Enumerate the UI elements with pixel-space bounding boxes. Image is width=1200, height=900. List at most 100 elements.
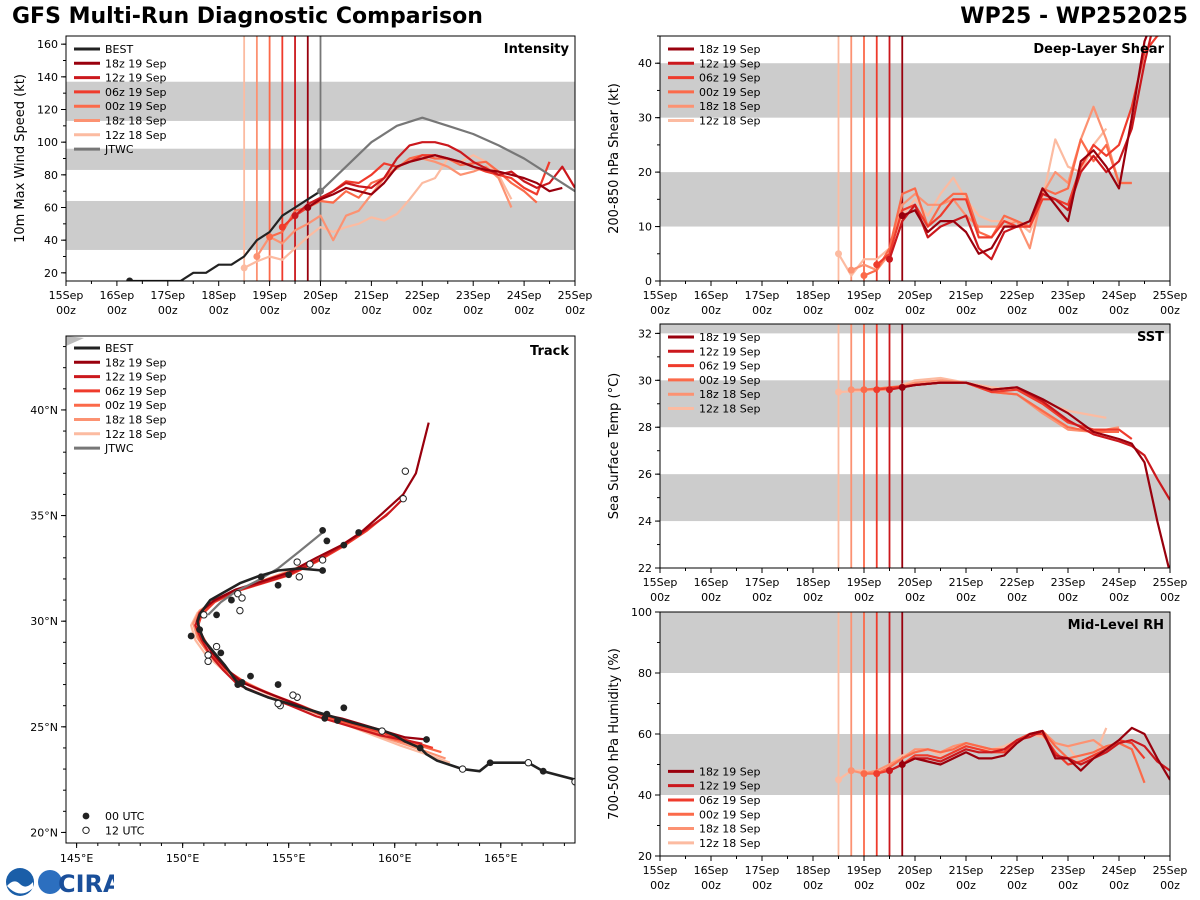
x-tick-label: 00z: [803, 304, 823, 317]
legend-label: 12z 18 Sep: [699, 403, 761, 416]
series-line-00z-19-sep: [863, 138, 1132, 277]
y-tick-label: 60: [44, 202, 58, 215]
x-tick-label: 00z: [956, 304, 976, 317]
shaded-band: [660, 324, 1170, 334]
legend-label: 12z 19 Sep: [105, 72, 167, 85]
track-point-12utc: [212, 642, 221, 651]
legend-label: 18z 18 Sep: [105, 414, 167, 427]
shaded-band: [660, 474, 1170, 522]
init-point-18z-18-sep: [847, 266, 855, 274]
x-tick-label: 00z: [701, 591, 721, 604]
series-line-18z-19-sep: [901, 726, 1170, 781]
track-point-12utc: [306, 560, 314, 568]
track-point-12utc: [458, 765, 467, 773]
series-line-jtwc: [319, 116, 575, 193]
x-tick-label: 24Sep: [1102, 289, 1137, 302]
x-tick-label: 21Sep: [949, 289, 984, 302]
x-tick-label: 00z: [956, 591, 976, 604]
cira-logo: CIRA: [6, 868, 114, 898]
panel-title: Mid-Level RH: [1068, 618, 1164, 633]
x-tick-label: 16Sep: [694, 864, 729, 877]
legend-label: 18z 19 Sep: [105, 57, 167, 70]
track-point-12utc: [399, 494, 407, 503]
x-tick-label: 16Sep: [694, 289, 729, 302]
track-point-12utc: [234, 590, 242, 598]
x-tick-label: 00z: [1007, 304, 1027, 317]
plot-area: [660, 612, 1170, 856]
legend-label: 12z 18 Sep: [699, 837, 761, 850]
legend-label: 12z 19 Sep: [699, 345, 761, 358]
y-axis-label: 10m Max Wind Speed (kt): [13, 74, 28, 243]
x-tick-label: 00z: [56, 304, 76, 317]
init-point-18z-19-sep: [898, 383, 906, 391]
init-point-12z-18-sep: [240, 264, 248, 272]
y-tick-label: 24: [638, 515, 652, 528]
x-tick-label: 00z: [412, 304, 432, 317]
legend-label: 12z 18 Sep: [105, 428, 167, 441]
track-point-00utc: [228, 596, 235, 604]
init-point-jtwc: [317, 187, 324, 195]
track-point-00utc: [319, 526, 327, 534]
x-tick-label: 00z: [1160, 591, 1180, 604]
x-tick-label: 16Sep: [694, 576, 729, 589]
x-tick-label: 00z: [1058, 304, 1078, 317]
x-tick-label: 22Sep: [405, 289, 440, 302]
init-point-12z-19-sep: [886, 386, 893, 394]
series-line-18z-19-sep: [307, 154, 563, 209]
track-point-00utc: [234, 681, 242, 688]
y-tick-label: 26: [638, 468, 652, 481]
init-point-18z-19-sep: [304, 204, 312, 211]
x-tick-label: 23Sep: [1051, 576, 1086, 589]
track-point-00utc: [486, 759, 494, 767]
panel-title: SST: [1137, 330, 1164, 345]
x-tick-label: 00z: [565, 304, 585, 317]
legend-label: 18z 19 Sep: [105, 356, 167, 369]
y-tick-label: 22: [638, 562, 652, 575]
x-tick-label: 00z: [260, 304, 280, 317]
init-point-06z-19-sep: [873, 261, 881, 269]
x-tick-label: 18Sep: [796, 576, 831, 589]
legend-label: 12z 19 Sep: [699, 780, 761, 793]
series-line-12z-19-sep: [294, 141, 575, 217]
track-point-12utc: [200, 611, 208, 619]
x-tick-label: 20Sep: [303, 289, 338, 302]
storm-id: WP25 - WP252025: [960, 4, 1188, 29]
init-point-06z-19-sep: [278, 223, 286, 231]
init-point-18z-19-sep: [898, 212, 906, 220]
y-tick-label: 20°N: [30, 826, 58, 839]
x-tick-label: 00z: [463, 304, 483, 317]
init-point-00z-19-sep: [860, 272, 868, 280]
init-point-12z-18-sep: [835, 776, 842, 784]
x-tick-label: 15Sep: [643, 576, 678, 589]
x-tick-label: 00z: [803, 591, 823, 604]
init-point-00z-19-sep: [266, 233, 274, 241]
panel-title: Track: [530, 344, 569, 359]
x-tick-label: 00z: [701, 879, 721, 892]
legend-label: 00z 19 Sep: [105, 399, 167, 412]
x-tick-label: 25Sep: [1153, 289, 1188, 302]
series-line-12z-18-sep: [243, 154, 513, 269]
track-point-00utc: [247, 672, 254, 680]
x-tick-label: 150°E: [166, 852, 199, 865]
legend-label: JTWC: [104, 143, 134, 156]
x-tick-label: 23Sep: [1051, 864, 1086, 877]
x-tick-label: 00z: [905, 591, 925, 604]
legend-label: BEST: [105, 43, 133, 56]
track-point-12utc: [289, 691, 297, 699]
page-title: GFS Multi-Run Diagnostic Comparison: [12, 4, 483, 29]
track-point-00utc: [539, 767, 547, 775]
y-tick-label: 30°N: [30, 615, 58, 628]
series-line-18z-19-sep: [902, 381, 1170, 568]
y-tick-label: 80: [44, 169, 58, 182]
x-tick-label: 155°E: [272, 852, 305, 865]
track-point-00utc: [274, 681, 282, 688]
init-point-00z-19-sep: [860, 386, 868, 394]
track-point-00utc: [323, 537, 331, 545]
y-tick-label: 100: [631, 606, 652, 619]
legend-label: 06z 19 Sep: [699, 794, 761, 807]
panel-sst: 22 24 26 28 30 32 15Sep 00z 16Sep 00z 17Sep 00z 18Se…: [607, 323, 1187, 604]
x-tick-label: 21Sep: [949, 576, 984, 589]
x-tick-label: 00z: [854, 879, 874, 892]
noaa-wave-icon: [7, 881, 33, 894]
x-tick-label: 23Sep: [1051, 289, 1086, 302]
